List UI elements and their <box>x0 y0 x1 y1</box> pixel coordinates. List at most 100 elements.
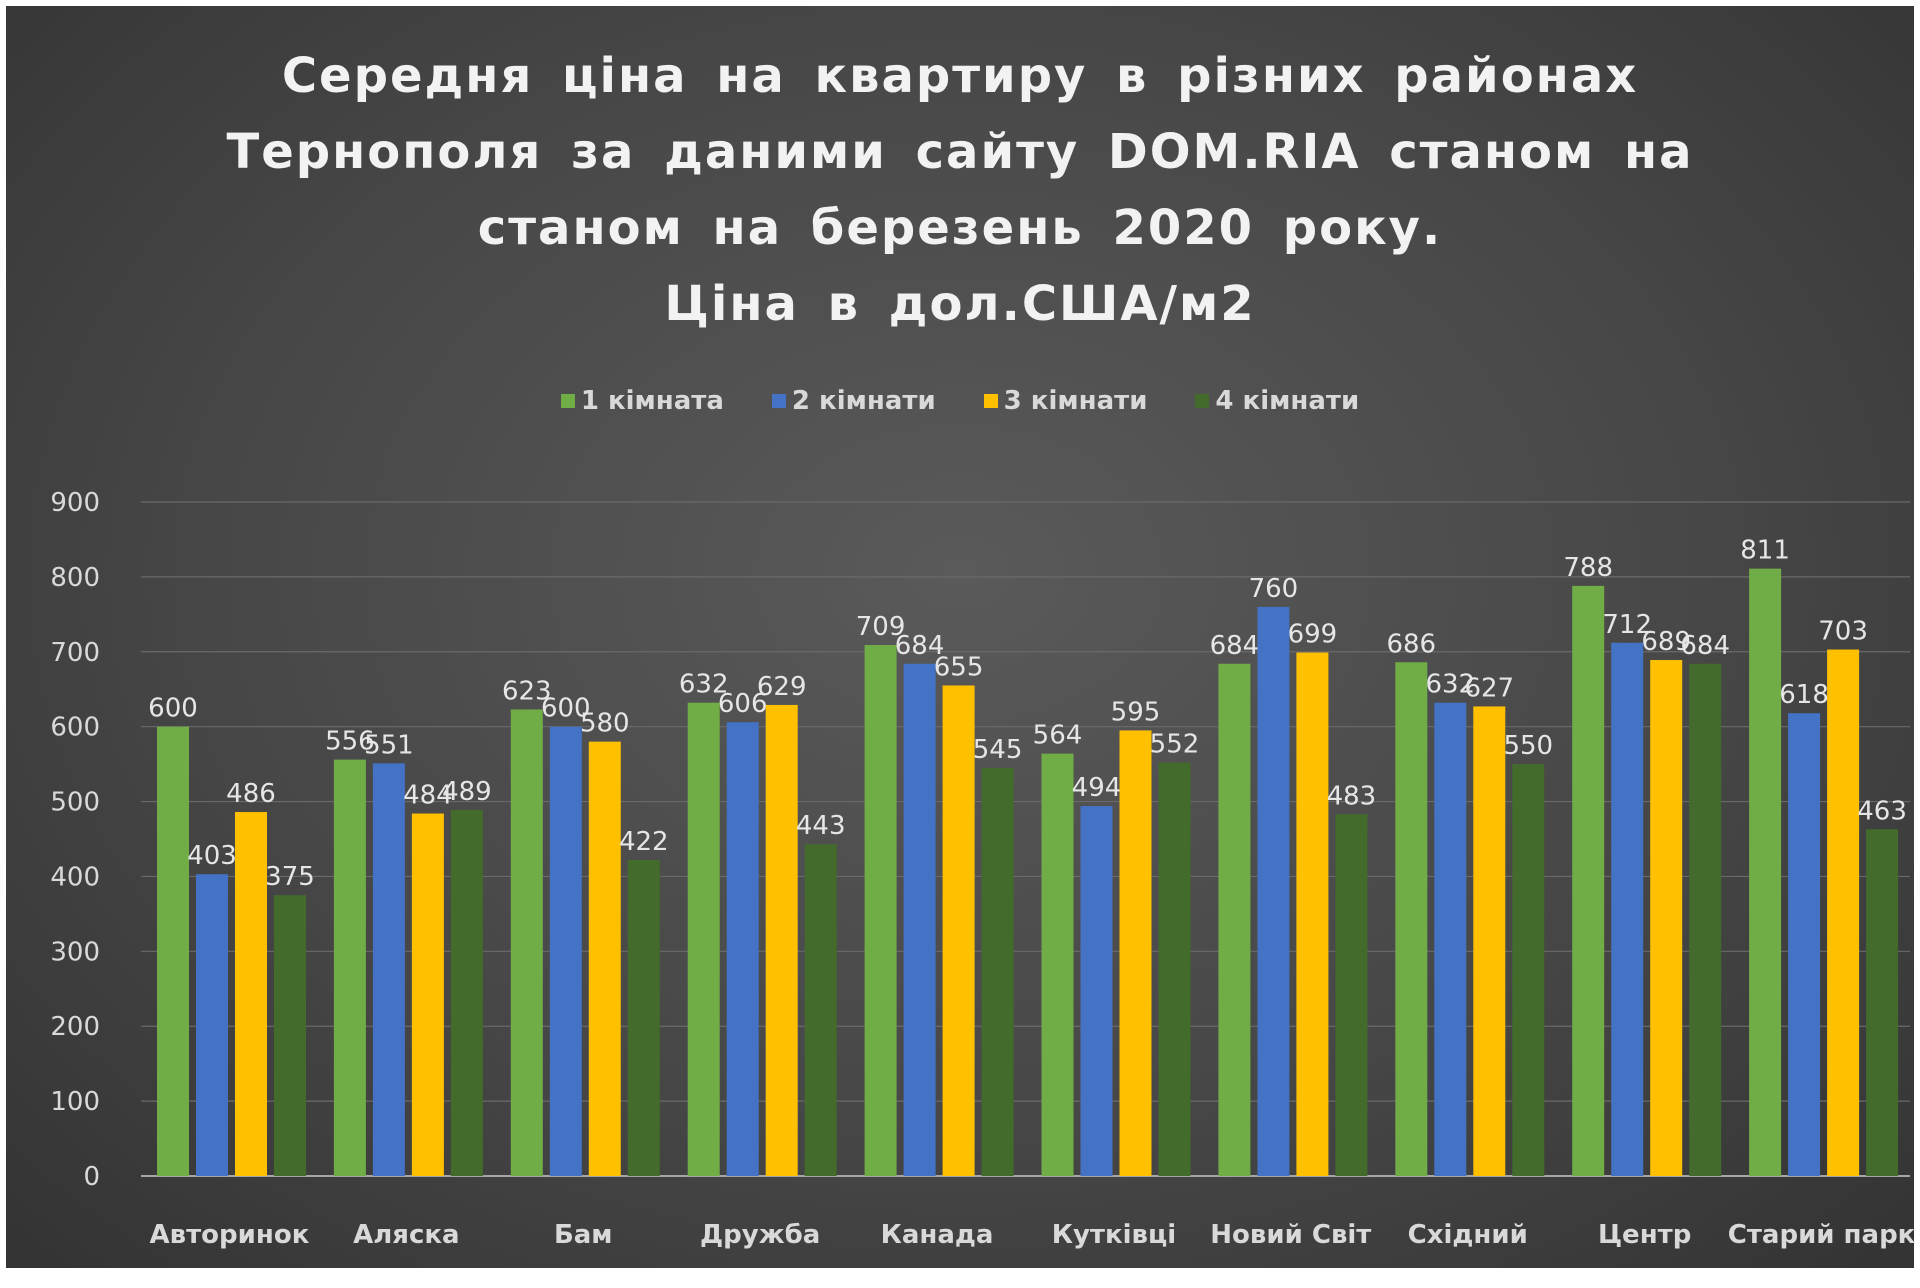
data-label: 623 <box>502 676 552 706</box>
y-tick-label: 700 <box>50 638 100 668</box>
bar <box>864 645 897 1176</box>
bar <box>549 726 582 1176</box>
x-tick-label: Канада <box>881 1220 994 1250</box>
y-tick-label: 300 <box>50 937 100 967</box>
y-tick-label: 500 <box>50 788 100 818</box>
bar <box>372 763 405 1176</box>
bar <box>510 709 543 1176</box>
legend-label: 1 кімната <box>580 386 724 416</box>
bar <box>588 741 621 1176</box>
y-tick-label: 600 <box>50 713 100 743</box>
x-tick-label: Аляска <box>353 1220 459 1250</box>
data-label: 788 <box>1563 553 1613 583</box>
data-label: 595 <box>1111 697 1161 727</box>
chart-title-line-1: Середня ціна на квартиру в різних района… <box>281 48 1639 104</box>
bar <box>1827 649 1860 1176</box>
bar <box>1041 753 1074 1176</box>
bar <box>450 809 483 1176</box>
chart-title-line-3: станом на березень 2020 року. <box>477 200 1443 256</box>
bar <box>942 685 975 1176</box>
bar <box>1650 660 1683 1176</box>
bar <box>1080 806 1113 1176</box>
x-tick-label: Новий Світ <box>1210 1220 1371 1250</box>
data-label: 443 <box>796 811 846 841</box>
legend-label: 4 кімнати <box>1215 386 1360 416</box>
bar <box>1434 702 1467 1176</box>
bar <box>1866 829 1899 1176</box>
data-label: 699 <box>1288 620 1338 650</box>
bar <box>411 813 444 1176</box>
bar <box>765 704 798 1176</box>
y-tick-label: 100 <box>50 1087 100 1117</box>
legend-item-2: 2 кімнати <box>771 386 936 416</box>
legend-item-3: 3 кімнати <box>983 386 1148 416</box>
data-label: 545 <box>973 735 1023 765</box>
data-label: 580 <box>580 709 630 739</box>
data-label: 494 <box>1072 773 1122 803</box>
bar <box>1749 568 1782 1176</box>
data-label: 632 <box>1425 670 1475 700</box>
x-tick-label: Кутківці <box>1052 1220 1176 1250</box>
bar <box>157 726 189 1176</box>
bar <box>333 759 366 1176</box>
data-label: 684 <box>895 631 945 661</box>
x-tick-label: Центр <box>1598 1220 1691 1250</box>
legend-label: 3 кімнати <box>1003 386 1148 416</box>
data-label: 684 <box>1210 631 1260 661</box>
data-label: 689 <box>1641 627 1691 657</box>
data-label: 551 <box>364 730 414 760</box>
x-tick-label: Бам <box>554 1220 613 1250</box>
y-tick-label: 200 <box>50 1012 100 1042</box>
legend-item-1: 1 кімната <box>560 386 724 416</box>
bar <box>235 812 267 1176</box>
data-label: 760 <box>1249 574 1299 604</box>
data-label: 712 <box>1602 610 1652 640</box>
bar <box>903 663 936 1176</box>
data-label: 564 <box>1033 721 1083 751</box>
data-label: 556 <box>325 727 375 757</box>
data-label: 489 <box>442 777 492 807</box>
y-tick-label: 0 <box>83 1162 100 1192</box>
bar <box>1689 663 1722 1176</box>
legend-swatch <box>1195 394 1210 408</box>
legend-swatch <box>771 394 786 408</box>
y-tick-label: 400 <box>50 862 100 892</box>
y-tick-label: 900 <box>50 488 100 518</box>
data-label: 627 <box>1464 673 1514 703</box>
bar <box>1788 713 1821 1176</box>
data-label: 709 <box>856 612 906 642</box>
x-tick-label: Дружба <box>700 1220 820 1250</box>
data-label: 552 <box>1150 730 1200 760</box>
data-label: 550 <box>1503 731 1553 761</box>
bar <box>1218 663 1251 1176</box>
bar <box>1512 764 1545 1176</box>
data-label: 629 <box>757 672 807 702</box>
data-label: 486 <box>226 779 276 809</box>
data-label: 606 <box>718 689 768 719</box>
data-label: 600 <box>541 694 591 724</box>
chart-title-line-2: Тернополя за даними сайту DOM.RIA станом… <box>226 124 1694 180</box>
bar <box>1119 730 1152 1176</box>
data-label: 403 <box>187 841 237 871</box>
bar <box>1257 606 1290 1176</box>
bar <box>196 874 228 1176</box>
bar <box>1611 642 1644 1176</box>
data-label: 655 <box>934 652 984 682</box>
bar <box>1296 652 1329 1176</box>
bar <box>274 895 306 1176</box>
data-label: 600 <box>148 694 198 724</box>
data-label: 632 <box>679 670 729 700</box>
bar <box>1158 762 1191 1176</box>
bar <box>1572 585 1605 1176</box>
x-tick-label: Старий парк <box>1728 1220 1916 1250</box>
data-label: 703 <box>1818 617 1868 647</box>
legend: 1 кімната 2 кімнати 3 кімнати 4 кімнати <box>0 386 1920 416</box>
legend-swatch <box>983 394 998 408</box>
bar <box>1395 662 1428 1176</box>
x-tick-label: Східний <box>1408 1220 1528 1250</box>
data-label: 422 <box>619 827 669 857</box>
bar <box>1473 706 1506 1176</box>
legend-label: 2 кімнати <box>791 386 936 416</box>
bar <box>687 702 720 1176</box>
